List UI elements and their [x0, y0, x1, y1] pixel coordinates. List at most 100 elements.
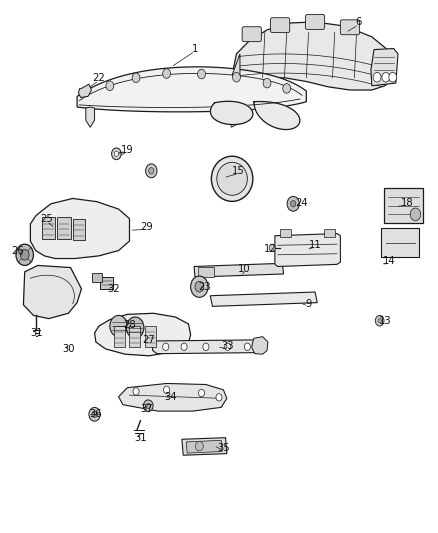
Text: 12: 12 [264, 245, 276, 254]
Text: 34: 34 [165, 392, 177, 402]
Circle shape [110, 316, 127, 337]
Polygon shape [254, 101, 300, 130]
Text: 35: 35 [217, 443, 230, 453]
Polygon shape [230, 112, 239, 127]
Polygon shape [86, 107, 95, 127]
Bar [145, 326, 155, 348]
Polygon shape [194, 263, 284, 277]
Ellipse shape [217, 163, 247, 195]
Circle shape [133, 387, 139, 395]
Text: 31: 31 [31, 328, 43, 338]
Bar [73, 219, 85, 240]
Circle shape [287, 196, 299, 211]
Circle shape [225, 343, 231, 351]
Circle shape [382, 72, 390, 82]
Circle shape [89, 407, 100, 421]
Circle shape [162, 69, 170, 78]
Text: 28: 28 [123, 320, 136, 330]
Circle shape [144, 400, 153, 411]
Bar [130, 326, 141, 348]
Circle shape [373, 72, 381, 82]
Text: 36: 36 [89, 409, 102, 419]
Circle shape [269, 244, 276, 252]
Circle shape [146, 403, 150, 408]
Circle shape [198, 69, 205, 79]
Circle shape [198, 389, 205, 397]
Circle shape [127, 317, 144, 338]
Polygon shape [252, 337, 268, 354]
Text: 10: 10 [238, 264, 251, 274]
Polygon shape [210, 292, 317, 306]
Circle shape [244, 343, 251, 351]
Circle shape [283, 84, 290, 93]
Bar [92, 273, 102, 282]
Polygon shape [371, 49, 398, 86]
Circle shape [233, 72, 240, 82]
Text: 33: 33 [222, 341, 234, 351]
Text: 30: 30 [62, 344, 74, 354]
Circle shape [106, 81, 114, 91]
Circle shape [20, 249, 29, 260]
Circle shape [132, 73, 140, 83]
Bar [198, 267, 214, 277]
Polygon shape [95, 313, 191, 356]
Circle shape [92, 411, 97, 417]
Text: 31: 31 [134, 433, 147, 443]
Circle shape [16, 244, 33, 265]
Text: 18: 18 [400, 198, 413, 208]
Polygon shape [232, 22, 396, 90]
Text: 37: 37 [141, 404, 153, 414]
Circle shape [195, 441, 203, 451]
Polygon shape [152, 340, 263, 354]
Circle shape [203, 343, 209, 351]
Polygon shape [119, 383, 227, 411]
Text: 22: 22 [92, 73, 105, 83]
Bar [100, 277, 113, 289]
Polygon shape [30, 198, 130, 259]
Polygon shape [232, 54, 240, 75]
Text: 24: 24 [296, 198, 308, 208]
Polygon shape [384, 188, 424, 223]
FancyBboxPatch shape [271, 18, 290, 33]
Polygon shape [23, 265, 81, 319]
Polygon shape [381, 228, 419, 257]
Text: 26: 26 [11, 246, 24, 255]
Polygon shape [275, 233, 340, 266]
Text: 25: 25 [40, 214, 53, 224]
Text: 29: 29 [141, 222, 153, 232]
Polygon shape [182, 438, 227, 455]
Circle shape [114, 151, 119, 157]
Text: 6: 6 [356, 17, 362, 27]
Circle shape [410, 208, 421, 221]
Bar [42, 216, 55, 239]
Text: 27: 27 [142, 335, 155, 345]
FancyBboxPatch shape [305, 14, 325, 29]
Circle shape [263, 78, 271, 88]
Text: 14: 14 [383, 256, 396, 266]
Circle shape [389, 72, 397, 82]
Text: 15: 15 [232, 166, 245, 176]
Ellipse shape [212, 156, 253, 201]
Circle shape [162, 343, 169, 351]
Text: 23: 23 [198, 282, 211, 292]
Bar [280, 229, 291, 237]
Polygon shape [78, 84, 92, 98]
Text: 32: 32 [107, 284, 120, 294]
FancyBboxPatch shape [242, 27, 261, 42]
Bar [114, 326, 125, 348]
Text: 9: 9 [305, 298, 312, 309]
Circle shape [290, 200, 296, 207]
Circle shape [112, 148, 121, 160]
Circle shape [181, 343, 187, 351]
Circle shape [146, 164, 157, 177]
Text: 1: 1 [192, 44, 198, 53]
Circle shape [149, 167, 154, 174]
Circle shape [375, 316, 384, 326]
Polygon shape [210, 101, 253, 125]
Polygon shape [77, 67, 306, 112]
Circle shape [216, 393, 222, 401]
Circle shape [163, 386, 170, 393]
Text: 11: 11 [309, 240, 321, 250]
Circle shape [191, 276, 208, 297]
Circle shape [195, 281, 204, 292]
